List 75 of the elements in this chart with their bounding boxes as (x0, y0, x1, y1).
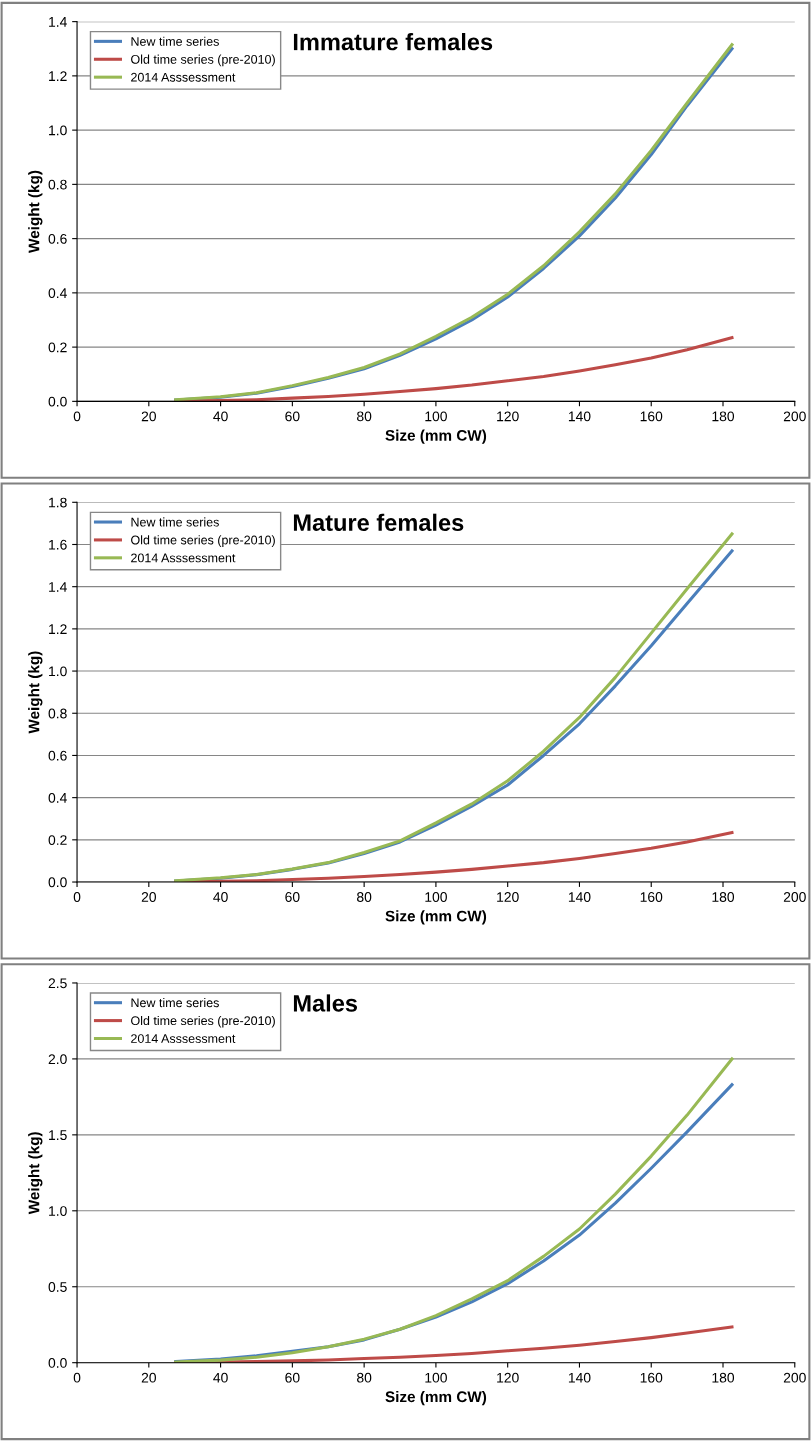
y-tick-label: 0.4 (48, 288, 67, 299)
y-tick-label: 0.0 (48, 1358, 67, 1368)
legend-label: New time series (131, 517, 219, 527)
x-tick-label: 180 (712, 1372, 735, 1383)
x-tick-label: 160 (640, 411, 663, 422)
x-tick-label: 80 (357, 411, 372, 422)
x-tick-label: 40 (213, 1372, 228, 1383)
y-axis-title: Weight (kg) (28, 651, 43, 734)
x-tick-label: 120 (497, 411, 519, 422)
x-axis-title: Size (mm CW) (385, 429, 487, 444)
x-tick-label: 40 (213, 892, 228, 902)
x-tick-label: 140 (568, 892, 591, 902)
x-tick-label: 100 (425, 411, 447, 422)
x-tick-label: 180 (712, 411, 735, 422)
x-tick-label: 20 (141, 1372, 156, 1383)
x-tick-label: 120 (497, 1372, 519, 1383)
legend-label: 2014 Asssessment (131, 553, 236, 563)
x-tick-label: 200 (783, 1372, 806, 1383)
x-axis-title: Size (mm CW) (385, 910, 487, 925)
x-tick-label: 20 (141, 892, 156, 902)
y-tick-label: 1.0 (49, 125, 67, 136)
y-axis-title: Weight (kg) (28, 1132, 43, 1215)
x-axis-title: Size (mm CW) (385, 1390, 487, 1406)
x-tick-label: 140 (568, 1372, 591, 1383)
x-tick-label: 160 (640, 892, 663, 902)
x-tick-label: 160 (640, 1372, 663, 1383)
y-tick-label: 0.0 (48, 396, 67, 407)
y-tick-label: 1.8 (49, 497, 67, 508)
x-tick-label: 100 (425, 1372, 447, 1383)
y-tick-label: 0.8 (48, 179, 67, 190)
chart-title: Immature females (293, 33, 493, 51)
legend-label: Old time series (pre-2010) (131, 535, 275, 547)
x-tick-label: 100 (425, 892, 447, 902)
y-tick-label: 0.6 (48, 233, 67, 244)
y-tick-label: 2.5 (48, 978, 67, 989)
y-tick-label: 1.4 (49, 17, 67, 27)
x-tick-label: 80 (357, 1372, 372, 1383)
y-tick-label: 0.5 (48, 1282, 67, 1292)
y-tick-label: 1.6 (49, 539, 67, 550)
y-tick-label: 0.4 (48, 792, 67, 803)
legend-label: 2014 Asssessment (131, 1034, 236, 1043)
legend-label: New time series (131, 998, 219, 1008)
x-tick-label: 60 (285, 1372, 300, 1383)
y-tick-label: 1.4 (49, 582, 67, 592)
y-tick-label: 0.0 (48, 877, 67, 888)
legend-label: Old time series (pre-2010) (131, 1015, 275, 1028)
y-tick-label: 2.0 (48, 1054, 67, 1065)
x-tick-label: 200 (783, 411, 806, 422)
legend-label: Old time series (pre-2010) (131, 54, 275, 67)
x-tick-label: 0 (73, 1372, 81, 1383)
legend-label: New time series (131, 36, 219, 46)
y-tick-label: 0.6 (48, 750, 67, 761)
x-tick-label: 60 (285, 411, 300, 422)
x-tick-label: 120 (497, 892, 519, 902)
legend-label: 2014 Asssessment (131, 72, 236, 82)
x-tick-label: 0 (73, 411, 81, 422)
y-tick-label: 1.5 (49, 1130, 67, 1141)
y-tick-label: 1.0 (49, 666, 67, 677)
y-tick-label: 1.0 (49, 1206, 67, 1216)
y-tick-label: 1.2 (49, 71, 67, 81)
y-tick-label: 0.2 (48, 835, 67, 845)
x-tick-label: 200 (783, 892, 806, 902)
x-tick-label: 80 (357, 892, 372, 902)
x-tick-label: 40 (213, 411, 228, 422)
x-tick-label: 180 (712, 892, 735, 902)
y-axis-title: Weight (kg) (28, 170, 43, 253)
x-tick-label: 0 (73, 892, 81, 902)
x-tick-label: 20 (141, 411, 156, 422)
chart-title: Mature females (293, 513, 464, 532)
y-tick-label: 0.2 (48, 342, 67, 353)
chart-title: Males (293, 994, 358, 1012)
y-tick-label: 1.2 (49, 624, 67, 634)
x-tick-label: 60 (285, 892, 300, 902)
x-tick-label: 140 (568, 411, 591, 422)
y-tick-label: 0.8 (48, 708, 67, 719)
